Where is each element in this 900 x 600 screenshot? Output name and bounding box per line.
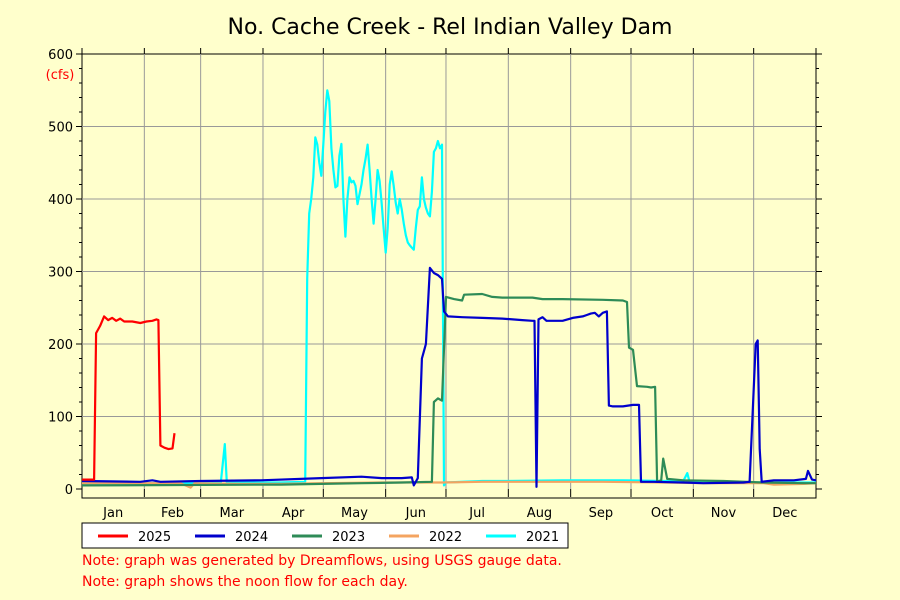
- series-line-2025: [82, 315, 176, 481]
- y-axis-unit-label: (cfs): [46, 68, 75, 83]
- legend-label-2023: 2023: [332, 530, 365, 545]
- legend: 2025 2024 2023 2022 2021: [81, 522, 569, 549]
- legend-label-2022: 2022: [429, 530, 462, 545]
- x-tick-label: Nov: [711, 506, 737, 521]
- y-tick-label: 500: [48, 121, 73, 136]
- x-tick-label: Jul: [468, 506, 485, 521]
- x-tick-label: Jan: [102, 506, 123, 521]
- y-tick-label: 600: [48, 48, 73, 63]
- x-tick-label: Apr: [282, 506, 305, 521]
- legend-label-2024: 2024: [235, 530, 268, 545]
- grid: [82, 54, 816, 489]
- legend-label-2025: 2025: [138, 530, 171, 545]
- y-tick-label: 300: [48, 266, 73, 281]
- x-tick-label: May: [341, 506, 368, 521]
- x-tick-label: Oct: [651, 506, 673, 521]
- series-line-2021: [82, 89, 816, 487]
- y-tick-label: 100: [48, 411, 73, 426]
- series-line-2023: [81, 292, 816, 487]
- x-tick-label: Sep: [589, 506, 614, 521]
- chart-title: No. Cache Creek - Rel Indian Valley Dam: [228, 15, 673, 40]
- x-tick-label: Jun: [405, 506, 426, 521]
- y-tick-label: 400: [48, 193, 73, 208]
- x-tick-label: Aug: [527, 506, 552, 521]
- series-layer: [81, 89, 817, 489]
- y-tick-label: 0: [65, 483, 73, 498]
- series-line-2024: [81, 266, 817, 488]
- y-tick-label: 200: [48, 338, 73, 353]
- legend-label-2021: 2021: [526, 530, 559, 545]
- axes-layer: Jan Feb Mar Apr May Jun Jul Aug Sep Oct Nov Dec 0 100…: [48, 48, 822, 521]
- note-noon-flow: Note: graph shows the noon flow for each…: [82, 574, 408, 590]
- note-data-source: Note: graph was generated by Dreamflows,…: [82, 553, 562, 569]
- x-tick-label: Mar: [220, 506, 245, 521]
- x-tick-label: Feb: [161, 506, 184, 521]
- plot-area: [81, 53, 817, 499]
- x-tick-label: Dec: [772, 506, 797, 521]
